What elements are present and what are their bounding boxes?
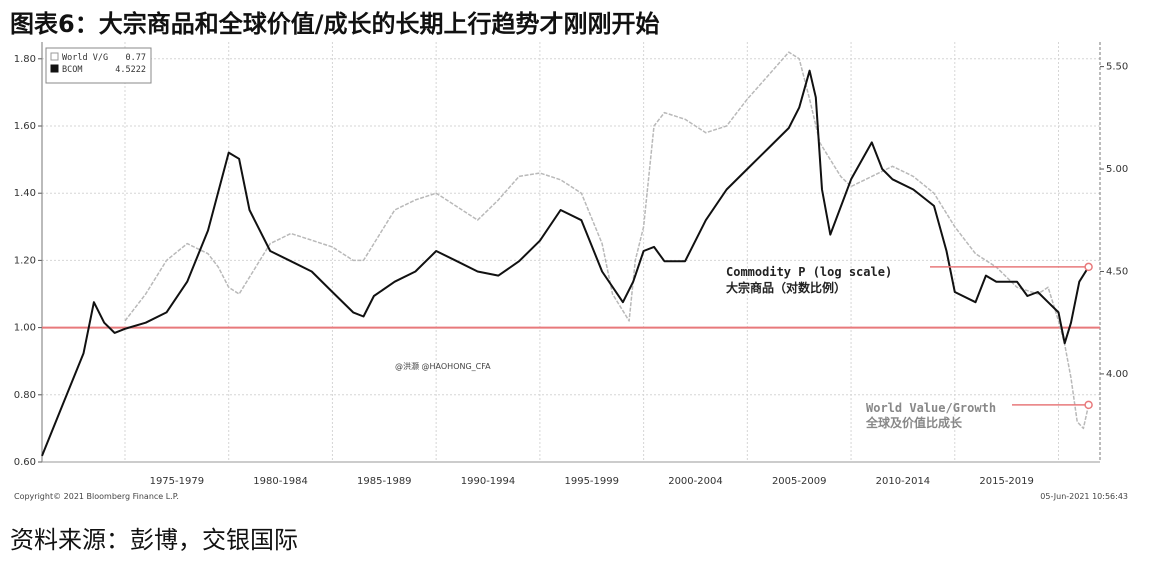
x-tick-label: 1995-1999 xyxy=(564,476,619,487)
axes: 0.60 0.80 1.00 1.20 1.40 1.60 1.80 4.00 4.50 5.00… xyxy=(14,42,1128,487)
gridlines xyxy=(42,42,1100,463)
legend-label: BCOM xyxy=(62,65,82,75)
x-tick-label: 1975-1979 xyxy=(150,476,205,487)
x-tick-label: 1980-1984 xyxy=(253,476,308,487)
commodity-end-marker xyxy=(1084,262,1093,272)
left-tick-label: 1.20 xyxy=(14,255,36,266)
left-tick-label: 1.60 xyxy=(14,121,36,132)
legend-box xyxy=(45,47,152,84)
x-tick-label: 2015-2019 xyxy=(979,476,1034,487)
legend-swatch-bcom xyxy=(50,64,59,73)
x-tick-label: 1990-1994 xyxy=(461,476,516,487)
legend: World V/G 0.77 BCOM 4.5222 xyxy=(45,47,152,84)
legend-label: World V/G xyxy=(62,53,108,63)
left-tick-label: 1.00 xyxy=(14,323,36,334)
x-tick-label: 2005-2009 xyxy=(772,476,827,487)
series-bcom xyxy=(41,69,1090,457)
right-tick-label: 5.00 xyxy=(1106,164,1128,175)
watermark-text: @洪灏 @HAOHONG_CFA xyxy=(395,361,491,371)
right-tick-label: 5.50 xyxy=(1106,62,1128,73)
copyright-text: Copyright© 2021 Bloomberg Finance L.P. xyxy=(14,492,179,501)
annotation-worldvg-cn: 全球及价值比成长 xyxy=(865,415,963,430)
chart-title: 图表6：大宗商品和全球价值/成长的长期上行趋势才刚刚开始 xyxy=(10,10,660,38)
x-tick-label: 2000-2004 xyxy=(668,476,723,487)
left-tick-label: 1.40 xyxy=(14,188,36,199)
source-note: 资料来源：彭博，交银国际 xyxy=(10,526,298,554)
left-tick-label: 0.60 xyxy=(14,457,36,468)
left-tick-label: 1.80 xyxy=(14,54,36,65)
annotation-commodity-cn: 大宗商品（对数比例） xyxy=(726,280,846,295)
annotation-commodity-en: Commodity P (log scale) xyxy=(726,265,892,279)
annotation-worldvg-en: World Value/Growth xyxy=(866,401,996,415)
legend-value: 4.5222 xyxy=(115,65,146,75)
series-world-vg xyxy=(124,51,1090,430)
timestamp-text: 05-Jun-2021 10:56:43 xyxy=(1040,492,1128,501)
right-tick-label: 4.50 xyxy=(1106,266,1128,277)
worldvg-end-marker xyxy=(1084,400,1093,410)
x-tick-label: 1985-1989 xyxy=(357,476,412,487)
left-tick-label: 0.80 xyxy=(14,390,36,401)
annotations: Commodity P (log scale)大宗商品（对数比例） World V… xyxy=(14,262,1128,501)
right-tick-label: 4.00 xyxy=(1106,369,1128,380)
series-lines xyxy=(41,51,1100,457)
x-tick-label: 2010-2014 xyxy=(876,476,931,487)
legend-value: 0.77 xyxy=(126,53,146,63)
legend-swatch-worldvg xyxy=(50,52,59,61)
